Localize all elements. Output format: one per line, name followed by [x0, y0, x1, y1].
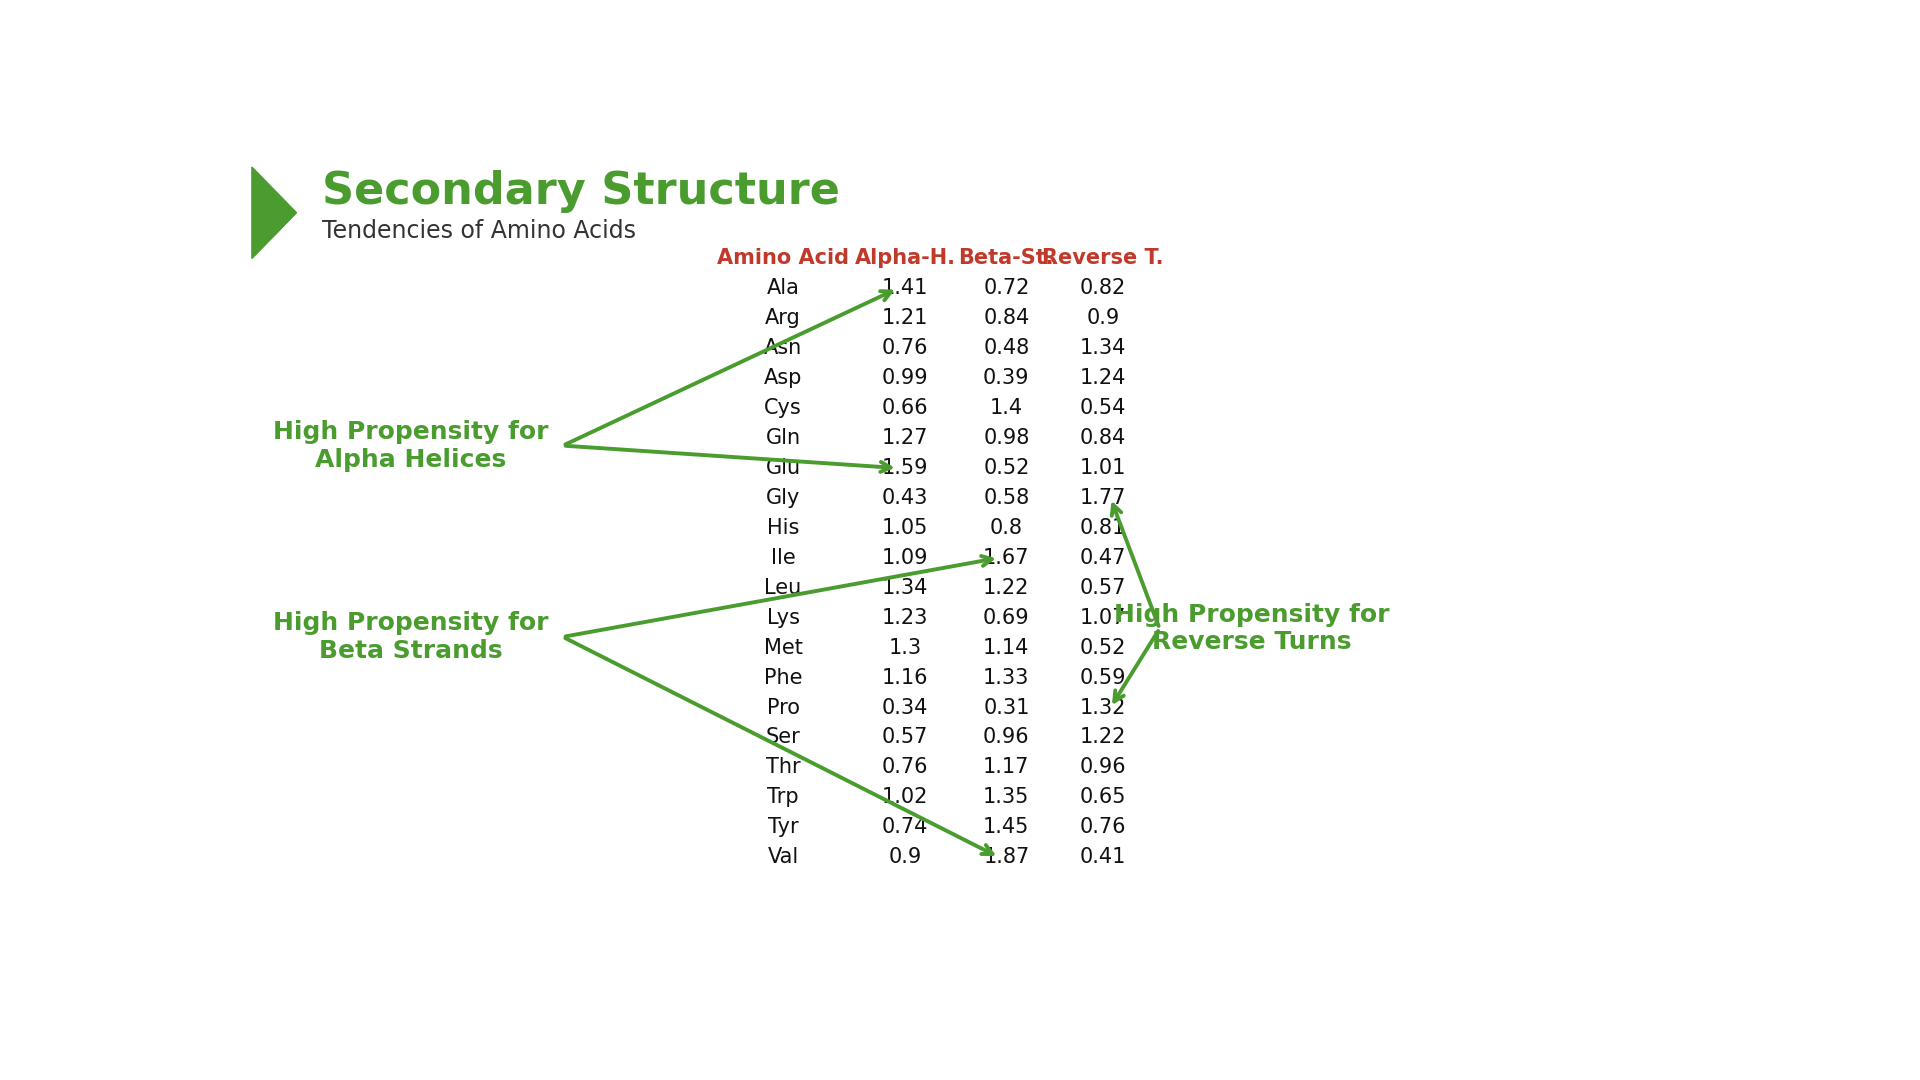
Text: High Propensity for
Beta Strands: High Propensity for Beta Strands: [273, 611, 549, 663]
Text: Ile: Ile: [770, 548, 795, 568]
Text: 1.14: 1.14: [983, 637, 1029, 658]
Text: Secondary Structure: Secondary Structure: [323, 171, 839, 214]
Text: Amino Acid: Amino Acid: [718, 248, 849, 269]
Text: 1.4: 1.4: [989, 399, 1023, 418]
Text: 1.33: 1.33: [983, 667, 1029, 688]
Text: Tyr: Tyr: [768, 818, 799, 837]
Text: Trp: Trp: [768, 787, 799, 808]
Text: 0.48: 0.48: [983, 338, 1029, 359]
Text: Beta-St.: Beta-St.: [958, 248, 1054, 269]
Text: 0.43: 0.43: [881, 488, 929, 508]
Text: 0.76: 0.76: [881, 338, 929, 359]
Text: Thr: Thr: [766, 757, 801, 778]
Text: 0.66: 0.66: [881, 399, 929, 418]
Text: 1.87: 1.87: [983, 847, 1029, 867]
Text: 0.72: 0.72: [983, 279, 1029, 298]
Text: 1.23: 1.23: [881, 608, 929, 627]
Text: Leu: Leu: [764, 578, 803, 598]
Text: 0.58: 0.58: [983, 488, 1029, 508]
Text: 1.07: 1.07: [1079, 608, 1127, 627]
Text: Val: Val: [768, 847, 799, 867]
Text: 1.34: 1.34: [1079, 338, 1127, 359]
Text: Cys: Cys: [764, 399, 803, 418]
Text: 0.81: 0.81: [1079, 518, 1127, 538]
Text: 1.34: 1.34: [881, 578, 929, 598]
Text: 1.27: 1.27: [881, 428, 929, 448]
Text: 0.65: 0.65: [1079, 787, 1127, 808]
Text: 0.84: 0.84: [983, 309, 1029, 328]
Text: 0.57: 0.57: [1079, 578, 1127, 598]
Text: 0.34: 0.34: [881, 698, 929, 717]
Text: Lys: Lys: [766, 608, 799, 627]
Text: 0.39: 0.39: [983, 368, 1029, 388]
Text: 1.16: 1.16: [881, 667, 929, 688]
Text: Asp: Asp: [764, 368, 803, 388]
Text: 0.82: 0.82: [1079, 279, 1127, 298]
Text: High Propensity for
Reverse Turns: High Propensity for Reverse Turns: [1114, 603, 1390, 654]
Text: 1.41: 1.41: [881, 279, 929, 298]
Text: Ser: Ser: [766, 728, 801, 747]
Text: 1.3: 1.3: [889, 637, 922, 658]
Text: Gln: Gln: [766, 428, 801, 448]
Text: Met: Met: [764, 637, 803, 658]
Text: 1.05: 1.05: [881, 518, 929, 538]
Text: 0.59: 0.59: [1079, 667, 1127, 688]
Text: 0.52: 0.52: [983, 458, 1029, 478]
Text: 1.77: 1.77: [1079, 488, 1127, 508]
Text: 0.9: 0.9: [1087, 309, 1119, 328]
Text: Alpha-H.: Alpha-H.: [854, 248, 956, 269]
Text: 1.17: 1.17: [983, 757, 1029, 778]
Text: 0.76: 0.76: [881, 757, 929, 778]
Text: 0.54: 0.54: [1079, 399, 1127, 418]
Text: 1.24: 1.24: [1079, 368, 1127, 388]
Text: 0.47: 0.47: [1079, 548, 1127, 568]
Text: 0.9: 0.9: [889, 847, 922, 867]
Text: 0.8: 0.8: [991, 518, 1023, 538]
Text: 0.52: 0.52: [1079, 637, 1127, 658]
Polygon shape: [252, 167, 296, 258]
Text: 0.57: 0.57: [881, 728, 929, 747]
Text: 0.31: 0.31: [983, 698, 1029, 717]
Text: 1.09: 1.09: [881, 548, 929, 568]
Text: 0.74: 0.74: [881, 818, 929, 837]
Text: 1.35: 1.35: [983, 787, 1029, 808]
Text: Asn: Asn: [764, 338, 803, 359]
Text: 1.32: 1.32: [1079, 698, 1127, 717]
Text: 1.22: 1.22: [983, 578, 1029, 598]
Text: 0.96: 0.96: [983, 728, 1029, 747]
Text: Ala: Ala: [766, 279, 799, 298]
Text: 0.76: 0.76: [1079, 818, 1127, 837]
Text: 0.99: 0.99: [881, 368, 929, 388]
Text: Arg: Arg: [766, 309, 801, 328]
Text: 1.22: 1.22: [1079, 728, 1127, 747]
Text: 0.69: 0.69: [983, 608, 1029, 627]
Text: His: His: [766, 518, 799, 538]
Text: 0.41: 0.41: [1079, 847, 1127, 867]
Text: 1.59: 1.59: [881, 458, 929, 478]
Text: High Propensity for
Alpha Helices: High Propensity for Alpha Helices: [273, 420, 549, 472]
Text: Glu: Glu: [766, 458, 801, 478]
Text: 1.02: 1.02: [881, 787, 929, 808]
Text: 1.67: 1.67: [983, 548, 1029, 568]
Text: Gly: Gly: [766, 488, 801, 508]
Text: Tendencies of Amino Acids: Tendencies of Amino Acids: [323, 219, 636, 243]
Text: Pro: Pro: [766, 698, 799, 717]
Text: 0.96: 0.96: [1079, 757, 1127, 778]
Text: 1.01: 1.01: [1079, 458, 1127, 478]
Text: Reverse T.: Reverse T.: [1043, 248, 1164, 269]
Text: 0.84: 0.84: [1079, 428, 1127, 448]
Text: 1.45: 1.45: [983, 818, 1029, 837]
Text: 0.98: 0.98: [983, 428, 1029, 448]
Text: 1.21: 1.21: [881, 309, 929, 328]
Text: Phe: Phe: [764, 667, 803, 688]
